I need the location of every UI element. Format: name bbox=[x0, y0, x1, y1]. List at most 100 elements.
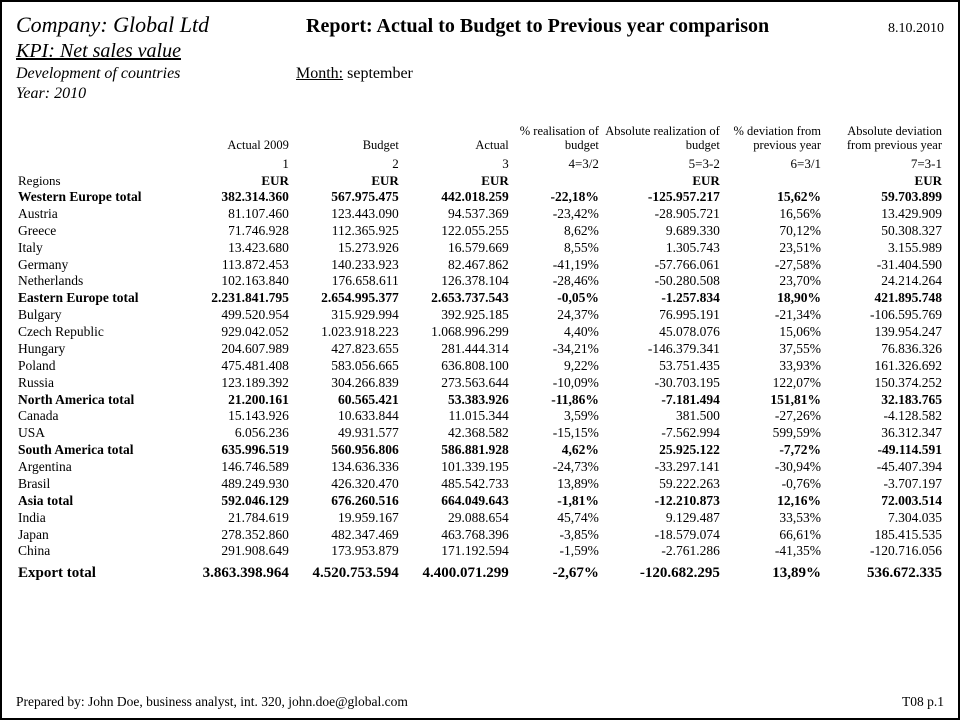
cell: -45.407.394 bbox=[823, 459, 944, 476]
table-row: Greece71.746.928112.365.925122.055.2558,… bbox=[16, 223, 944, 240]
col-unit: EUR bbox=[601, 173, 722, 189]
cell: -22,18% bbox=[511, 189, 601, 206]
table-row: Russia123.189.392304.266.839273.563.644-… bbox=[16, 375, 944, 392]
cell: 426.320.470 bbox=[291, 476, 401, 493]
cell: -11,86% bbox=[511, 392, 601, 409]
col-unit: EUR bbox=[823, 173, 944, 189]
cell: 45.078.076 bbox=[601, 324, 722, 341]
cell: 29.088.654 bbox=[401, 510, 511, 527]
cell: -146.379.341 bbox=[601, 341, 722, 358]
cell: -7.181.494 bbox=[601, 392, 722, 409]
col-unit: EUR bbox=[401, 173, 511, 189]
cell: 102.163.840 bbox=[181, 273, 291, 290]
cell: 24,37% bbox=[511, 307, 601, 324]
cell: -0,76% bbox=[722, 476, 823, 493]
cell: 23,51% bbox=[722, 240, 823, 257]
cell: Hungary bbox=[16, 341, 181, 358]
cell: 173.953.879 bbox=[291, 543, 401, 560]
cell: 50.308.327 bbox=[823, 223, 944, 240]
cell: 1.068.996.299 bbox=[401, 324, 511, 341]
cell: 536.672.335 bbox=[823, 560, 944, 583]
cell: -0,05% bbox=[511, 290, 601, 307]
col-header: Absolute realization of budget bbox=[601, 125, 722, 155]
table-row: Asia total592.046.129676.260.516664.049.… bbox=[16, 493, 944, 510]
col-header: Actual bbox=[401, 125, 511, 155]
cell: 392.925.185 bbox=[401, 307, 511, 324]
cell: 291.908.649 bbox=[181, 543, 291, 560]
cell: Austria bbox=[16, 206, 181, 223]
cell: 8,55% bbox=[511, 240, 601, 257]
cell: 4,62% bbox=[511, 442, 601, 459]
cell: -27,58% bbox=[722, 257, 823, 274]
cell: 2.653.737.543 bbox=[401, 290, 511, 307]
cell: Russia bbox=[16, 375, 181, 392]
cell: -120.682.295 bbox=[601, 560, 722, 583]
cell: 9.129.487 bbox=[601, 510, 722, 527]
cell: -28,46% bbox=[511, 273, 601, 290]
cell: 4.520.753.594 bbox=[291, 560, 401, 583]
table-row: Germany113.872.453140.233.92382.467.862-… bbox=[16, 257, 944, 274]
col-index: 2 bbox=[291, 155, 401, 173]
table-row: Western Europe total382.314.360567.975.4… bbox=[16, 189, 944, 206]
cell: Brasil bbox=[16, 476, 181, 493]
cell: 161.326.692 bbox=[823, 358, 944, 375]
kpi-label: KPI: Net sales value bbox=[16, 40, 944, 63]
cell: 499.520.954 bbox=[181, 307, 291, 324]
cell: 1.023.918.223 bbox=[291, 324, 401, 341]
cell: 122.055.255 bbox=[401, 223, 511, 240]
col-header bbox=[16, 125, 181, 155]
table-row: North America total21.200.16160.565.4215… bbox=[16, 392, 944, 409]
cell: 586.881.928 bbox=[401, 442, 511, 459]
development-label: Development of countries bbox=[16, 65, 296, 83]
cell: 23,70% bbox=[722, 273, 823, 290]
month-value: september bbox=[343, 65, 413, 82]
cell: 9,22% bbox=[511, 358, 601, 375]
cell: 59.222.263 bbox=[601, 476, 722, 493]
cell: 76.836.326 bbox=[823, 341, 944, 358]
page-number: T08 p.1 bbox=[902, 694, 944, 710]
cell: Greece bbox=[16, 223, 181, 240]
cell: China bbox=[16, 543, 181, 560]
cell: 10.633.844 bbox=[291, 408, 401, 425]
table-row: Eastern Europe total2.231.841.7952.654.9… bbox=[16, 290, 944, 307]
col-index: 7=3-1 bbox=[823, 155, 944, 173]
cell: 664.049.643 bbox=[401, 493, 511, 510]
table-row: Italy13.423.68015.273.92616.579.6698,55%… bbox=[16, 240, 944, 257]
cell: 33,53% bbox=[722, 510, 823, 527]
cell: 36.312.347 bbox=[823, 425, 944, 442]
cell: 12,16% bbox=[722, 493, 823, 510]
cell: 3.863.398.964 bbox=[181, 560, 291, 583]
year-label: Year: 2010 bbox=[16, 85, 944, 103]
report-date: 8.10.2010 bbox=[854, 21, 944, 37]
col-index: 6=3/1 bbox=[722, 155, 823, 173]
cell: 7.304.035 bbox=[823, 510, 944, 527]
cell: India bbox=[16, 510, 181, 527]
cell: 427.823.655 bbox=[291, 341, 401, 358]
cell: 33,93% bbox=[722, 358, 823, 375]
cell: -4.128.582 bbox=[823, 408, 944, 425]
cell: 929.042.052 bbox=[181, 324, 291, 341]
cell: 59.703.899 bbox=[823, 189, 944, 206]
cell: 560.956.806 bbox=[291, 442, 401, 459]
cell: 16.579.669 bbox=[401, 240, 511, 257]
cell: 112.365.925 bbox=[291, 223, 401, 240]
cell: 489.249.930 bbox=[181, 476, 291, 493]
cell: 171.192.594 bbox=[401, 543, 511, 560]
cell: 592.046.129 bbox=[181, 493, 291, 510]
cell: -15,15% bbox=[511, 425, 601, 442]
cell: -34,21% bbox=[511, 341, 601, 358]
cell: 6.056.236 bbox=[181, 425, 291, 442]
col-index bbox=[16, 155, 181, 173]
cell: 126.378.104 bbox=[401, 273, 511, 290]
table-row: Hungary204.607.989427.823.655281.444.314… bbox=[16, 341, 944, 358]
cell: 134.636.336 bbox=[291, 459, 401, 476]
cell: 151,81% bbox=[722, 392, 823, 409]
cell: 82.467.862 bbox=[401, 257, 511, 274]
cell: 15,06% bbox=[722, 324, 823, 341]
cell: 60.565.421 bbox=[291, 392, 401, 409]
cell: 15,62% bbox=[722, 189, 823, 206]
cell: -41,19% bbox=[511, 257, 601, 274]
table-row: Czech Republic929.042.0521.023.918.2231.… bbox=[16, 324, 944, 341]
cell: 16,56% bbox=[722, 206, 823, 223]
col-header: Absolute deviation from previous year bbox=[823, 125, 944, 155]
